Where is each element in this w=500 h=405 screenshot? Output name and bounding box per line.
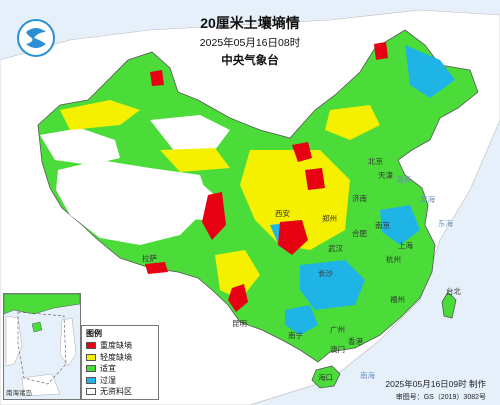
legend-title: 图例 xyxy=(86,329,102,338)
hainan-island xyxy=(311,365,341,389)
severe-drought-ningxia xyxy=(292,142,312,162)
place-xian: 西安 xyxy=(275,209,290,218)
legend-label: 适宜 xyxy=(100,364,116,374)
legend-swatch xyxy=(86,388,96,396)
legend-label: 轻度缺墒 xyxy=(100,352,132,362)
legend-item-suitable: 适宜 xyxy=(86,363,154,375)
place-taibei: 台北 xyxy=(446,287,461,296)
place-jinan: 济南 xyxy=(352,194,367,203)
severe-drought-gansu xyxy=(202,192,226,240)
light-drought-xinjiang xyxy=(60,100,140,130)
severe-drought-heilongjiang xyxy=(374,42,388,60)
legend-swatch xyxy=(86,353,96,361)
place-zhengzhou: 郑州 xyxy=(322,214,337,223)
place-nanhai: 南海 xyxy=(360,371,375,380)
light-drought-xinjiang-east xyxy=(160,148,230,172)
wet-northeast xyxy=(405,45,455,98)
legend-swatch xyxy=(86,376,96,384)
taiwan-island xyxy=(441,291,457,319)
wet-east xyxy=(380,205,420,245)
place-nanjing: 南京 xyxy=(375,221,390,230)
wet-guangxi xyxy=(285,305,318,335)
place-haikou: 海口 xyxy=(318,373,333,382)
legend-item-light: 轻度缺墒 xyxy=(86,352,154,364)
place-tianjin: 天津 xyxy=(378,171,393,180)
legend-label: 重度缺墒 xyxy=(100,341,132,351)
legend-label: 过湿 xyxy=(100,375,116,385)
severe-drought-sichuan xyxy=(278,220,308,255)
south-china-sea-inset: 南海诸岛 xyxy=(3,293,81,400)
legend-label: 无资料区 xyxy=(100,387,132,397)
legend-item-nodata: 无资料区 xyxy=(86,386,154,398)
severe-drought-xinjiang xyxy=(150,70,164,86)
place-nanning: 南宁 xyxy=(288,331,303,340)
nodata-taklimakan xyxy=(40,128,120,165)
light-drought-northeast xyxy=(325,105,380,140)
inset-caption: 南海诸岛 xyxy=(6,390,32,397)
place-huanghai: 黄海 xyxy=(420,195,435,204)
severe-drought-shanxi xyxy=(305,168,325,190)
place-fuzhou: 福州 xyxy=(390,295,405,304)
wet-south xyxy=(300,260,365,310)
map-title: 20厘米土壤墒情 xyxy=(200,15,300,31)
severe-drought-tibet xyxy=(145,262,168,274)
place-hefei: 合肥 xyxy=(352,229,367,238)
place-lasa: 拉萨 xyxy=(142,254,157,263)
map-review-number: 审图号：GS（2019）3082号 xyxy=(395,394,486,401)
light-drought-southwest xyxy=(215,250,260,300)
place-bohai: 渤海 xyxy=(396,175,411,184)
production-time: 2025年05月16日09时 制作 xyxy=(385,379,486,389)
place-hangzhou: 杭州 xyxy=(386,255,401,264)
place-wuhan: 武汉 xyxy=(328,244,343,253)
severe-drought-yunnan xyxy=(228,284,248,312)
place-kunming: 昆明 xyxy=(232,319,247,328)
nodata-xinjiang-east xyxy=(150,115,230,152)
legend-item-wet: 过湿 xyxy=(86,375,154,387)
legend-item-severe: 重度缺墒 xyxy=(86,340,154,352)
place-xianggang: 香港 xyxy=(348,337,363,346)
place-shanghai: 上海 xyxy=(398,241,413,250)
place-guangzhou: 广州 xyxy=(330,325,345,334)
legend-swatch xyxy=(86,365,96,373)
inset-map xyxy=(3,293,81,397)
map-datetime: 2025年05月16日08时 xyxy=(199,37,301,49)
issuing-agency: 中央气象台 xyxy=(221,55,279,67)
place-donghai: 东海 xyxy=(438,219,453,228)
map-legend: 图例 重度缺墒 轻度缺墒 适宜 过湿 无资料区 xyxy=(81,325,159,400)
legend-swatch xyxy=(86,342,96,350)
cma-logo-icon xyxy=(16,18,56,58)
place-changsha: 长沙 xyxy=(318,269,333,278)
place-beijing: 北京 xyxy=(368,157,383,166)
place-aomen: 澳门 xyxy=(330,345,345,354)
